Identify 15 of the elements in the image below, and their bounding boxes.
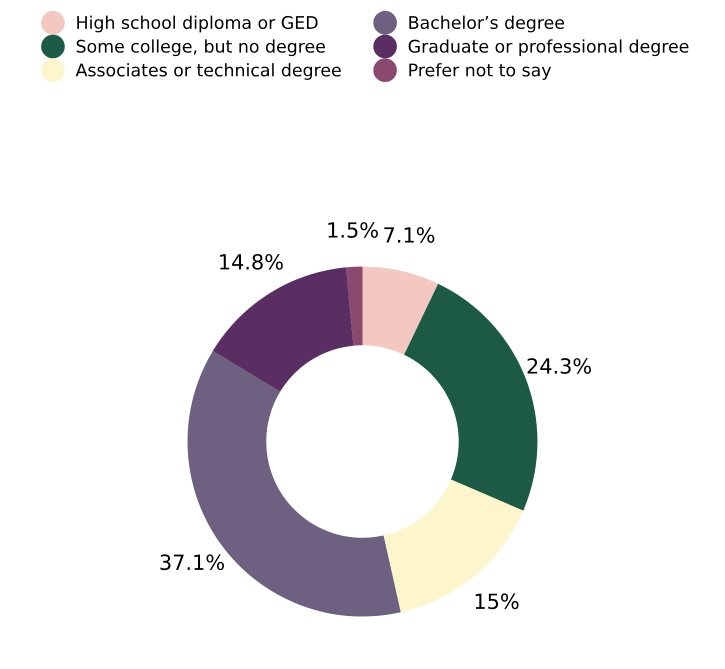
data-label: 14.8% xyxy=(220,254,283,270)
legend-label: Associates or technical degree xyxy=(76,63,341,80)
legend-label: High school diploma or GED xyxy=(77,16,318,32)
legend-label: Graduate or professional degree xyxy=(408,39,688,56)
donut-slice xyxy=(346,266,362,346)
donut-slice xyxy=(384,480,524,612)
donut-slice xyxy=(362,266,438,355)
data-label: 7.1% xyxy=(384,227,434,243)
data-label: 15% xyxy=(476,593,519,610)
data-label: 37.1% xyxy=(160,554,224,570)
legend-label: Some college, but no degree xyxy=(76,39,325,56)
data-label: 1.5% xyxy=(328,222,378,238)
data-label: 24.3% xyxy=(528,358,592,374)
legend-label: Bachelor’s degree xyxy=(409,16,564,32)
legend-label: Prefer not to say xyxy=(409,63,552,80)
